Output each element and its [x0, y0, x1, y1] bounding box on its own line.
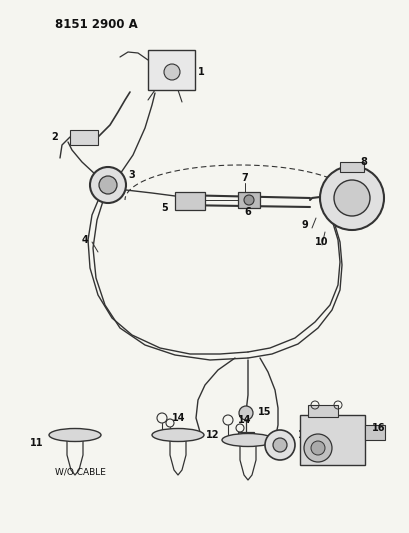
- Circle shape: [303, 434, 331, 462]
- Text: 11: 11: [29, 438, 43, 448]
- Circle shape: [264, 430, 294, 460]
- Text: 15: 15: [257, 407, 271, 417]
- Text: 16: 16: [371, 423, 384, 433]
- Text: 14: 14: [237, 415, 251, 425]
- Text: 1: 1: [198, 67, 204, 77]
- Ellipse shape: [152, 429, 204, 441]
- Text: W/O CABLE: W/O CABLE: [55, 467, 106, 477]
- Bar: [237, 432, 254, 444]
- Bar: [70, 130, 98, 145]
- Circle shape: [319, 166, 383, 230]
- Text: 4: 4: [81, 235, 88, 245]
- Bar: [175, 192, 204, 210]
- Text: 8: 8: [359, 157, 366, 167]
- Ellipse shape: [49, 429, 101, 441]
- Circle shape: [238, 406, 252, 420]
- Bar: [299, 415, 364, 465]
- Bar: [307, 405, 337, 417]
- Text: 13: 13: [297, 430, 311, 440]
- Text: 7: 7: [241, 173, 248, 183]
- Text: 14: 14: [172, 413, 185, 423]
- Circle shape: [272, 438, 286, 452]
- Text: 11: 11: [275, 435, 289, 445]
- Ellipse shape: [221, 433, 273, 447]
- Bar: [148, 50, 195, 90]
- Circle shape: [243, 195, 254, 205]
- Text: 12: 12: [205, 430, 219, 440]
- Circle shape: [90, 167, 126, 203]
- Text: 3: 3: [128, 170, 135, 180]
- Circle shape: [310, 441, 324, 455]
- Circle shape: [99, 176, 117, 194]
- Bar: [237, 192, 259, 208]
- Bar: [364, 425, 384, 440]
- Text: 9: 9: [301, 220, 307, 230]
- Text: 2: 2: [51, 132, 58, 142]
- Text: 10: 10: [314, 237, 328, 247]
- Text: 5: 5: [161, 203, 168, 213]
- Circle shape: [164, 64, 180, 80]
- Text: 8151 2900 A: 8151 2900 A: [55, 18, 137, 31]
- Bar: [339, 162, 363, 172]
- Text: 6: 6: [244, 207, 251, 217]
- Circle shape: [333, 180, 369, 216]
